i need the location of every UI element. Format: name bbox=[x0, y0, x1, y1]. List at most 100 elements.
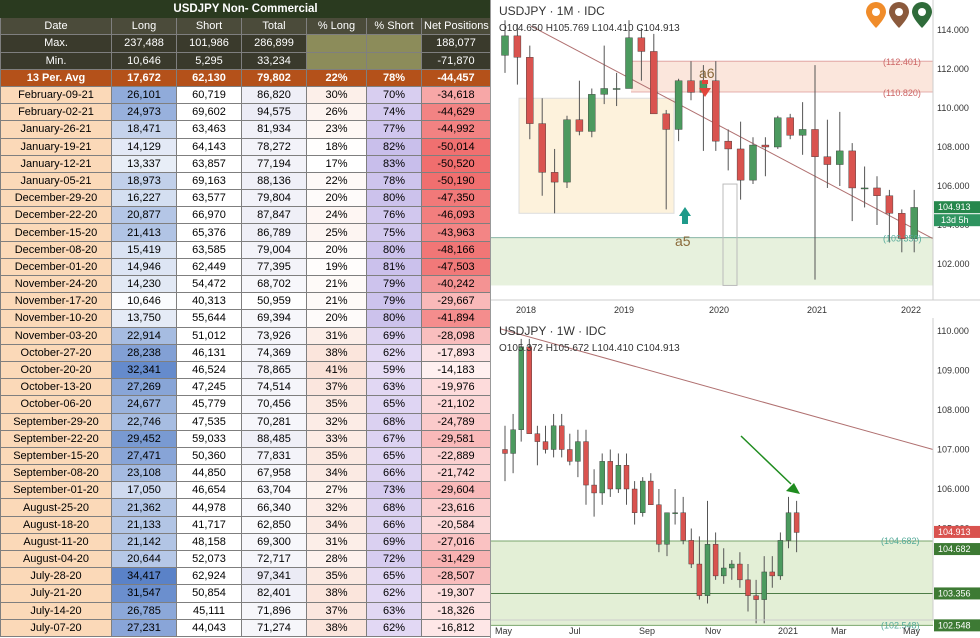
long-cell: 31,547 bbox=[111, 584, 177, 603]
candle-bearish bbox=[687, 80, 695, 93]
candle-bullish bbox=[510, 429, 516, 454]
level-label-104682: (104.682) bbox=[881, 536, 920, 546]
price-tick: 112.000 bbox=[937, 64, 969, 74]
pct-short-cell: 72% bbox=[366, 549, 422, 569]
short-cell: 44,043 bbox=[176, 618, 242, 637]
table-row: December-22-20 20,877 66,970 87,847 24% 76% -4… bbox=[0, 206, 492, 225]
candle-bearish bbox=[745, 579, 751, 596]
candle-bearish bbox=[793, 512, 800, 533]
date-cell: September-08-20 bbox=[0, 464, 112, 483]
pct-short-cell: 69% bbox=[366, 326, 422, 345]
table-row: January-05-21 18,973 69,163 88,136 22% 78% -50… bbox=[0, 171, 492, 191]
candle-bullish bbox=[550, 425, 557, 450]
candle-bullish bbox=[860, 187, 869, 190]
long-cell: 17,050 bbox=[111, 481, 177, 500]
total-cell: 78,865 bbox=[241, 360, 307, 380]
min-total: 33,234 bbox=[241, 51, 307, 70]
net-cell: -18,326 bbox=[420, 601, 492, 620]
short-cell: 50,360 bbox=[176, 446, 242, 466]
date-cell: July-28-20 bbox=[0, 567, 112, 586]
header-pct-short: % Short bbox=[366, 17, 422, 36]
long-cell: 22,914 bbox=[111, 326, 177, 345]
table-row: July-07-20 27,231 44,043 71,274 38% 62% -16,81… bbox=[0, 618, 492, 637]
min-short: 5,295 bbox=[176, 51, 242, 70]
pct-short-cell: 66% bbox=[366, 515, 422, 534]
total-cell: 69,394 bbox=[241, 309, 307, 328]
date-cell: February-02-21 bbox=[0, 103, 112, 122]
pct-long-cell: 31% bbox=[306, 326, 367, 345]
label-a5: a5 bbox=[675, 233, 691, 249]
short-cell: 46,131 bbox=[176, 343, 242, 362]
pct-short-cell: 78% bbox=[366, 171, 422, 191]
table-row: November-10-20 13,750 55,644 69,394 20% 80% -4… bbox=[0, 309, 492, 328]
pins-toolbar bbox=[856, 2, 932, 30]
date-cell: February-09-21 bbox=[0, 85, 112, 105]
candle-bearish bbox=[823, 156, 832, 165]
candle-bullish bbox=[798, 129, 807, 136]
pct-long-cell: 32% bbox=[306, 412, 367, 431]
total-cell: 67,958 bbox=[241, 464, 307, 483]
long-cell: 27,471 bbox=[111, 446, 177, 466]
total-cell: 72,717 bbox=[241, 549, 307, 569]
long-cell: 16,227 bbox=[111, 189, 177, 208]
pct-short-cell: 69% bbox=[366, 532, 422, 552]
table-row: September-01-20 17,050 46,654 63,704 27% 73% -… bbox=[0, 481, 492, 500]
support-zone-weekly bbox=[491, 541, 933, 626]
short-cell: 41,717 bbox=[176, 515, 242, 534]
candle-bearish bbox=[623, 465, 630, 490]
time-tick-w: May bbox=[903, 626, 921, 636]
pct-short-cell: 79% bbox=[366, 292, 422, 311]
pct-long-cell: 38% bbox=[306, 618, 367, 637]
time-tick: 2019 bbox=[614, 305, 634, 315]
pct-short-cell: 65% bbox=[366, 395, 422, 414]
pct-long-cell: 20% bbox=[306, 189, 367, 208]
pct-short-cell: 62% bbox=[366, 343, 422, 362]
candle-bullish bbox=[674, 80, 683, 130]
avg-short: 62,130 bbox=[176, 68, 242, 87]
short-cell: 60,719 bbox=[176, 85, 242, 105]
candle-bearish bbox=[542, 441, 549, 450]
long-cell: 18,471 bbox=[111, 120, 177, 139]
short-cell: 66,970 bbox=[176, 206, 242, 225]
long-cell: 13,750 bbox=[111, 309, 177, 328]
location-pin-icon-orange[interactable] bbox=[866, 2, 886, 28]
candle-bullish bbox=[600, 88, 608, 95]
candle-bearish bbox=[696, 563, 703, 596]
candle-bearish bbox=[583, 441, 589, 486]
total-cell: 79,804 bbox=[241, 189, 307, 208]
total-cell: 81,934 bbox=[241, 120, 307, 139]
net-cell: -28,098 bbox=[420, 326, 492, 345]
net-cell: -17,893 bbox=[420, 343, 492, 362]
price-tick-w: 107.000 bbox=[937, 445, 970, 455]
date-cell: October-13-20 bbox=[0, 378, 112, 397]
short-cell: 46,524 bbox=[176, 360, 242, 380]
date-cell: September-22-20 bbox=[0, 429, 112, 448]
monthly-chart[interactable]: a6 a5 (112.401) (110.820) (103.350) 114.000 11… bbox=[491, 0, 980, 318]
candle-bullish bbox=[599, 461, 605, 494]
candle-bearish bbox=[534, 433, 541, 442]
net-cell: -50,190 bbox=[420, 171, 492, 191]
long-cell: 21,362 bbox=[111, 498, 177, 517]
short-cell: 63,463 bbox=[176, 120, 242, 139]
candle-bearish bbox=[650, 51, 658, 115]
net-cell: -16,812 bbox=[420, 618, 492, 637]
table-row: December-08-20 15,419 63,585 79,004 20% 80% -4… bbox=[0, 240, 492, 259]
pct-short-cell: 80% bbox=[366, 309, 422, 328]
table-row: November-03-20 22,914 51,012 73,926 31% 69% -2… bbox=[0, 326, 492, 345]
pct-short-cell: 73% bbox=[366, 481, 422, 500]
net-cell: -29,667 bbox=[420, 292, 492, 311]
level-tag bbox=[934, 587, 980, 600]
pct-long-cell: 35% bbox=[306, 567, 367, 586]
date-cell: August-18-20 bbox=[0, 515, 112, 534]
short-cell: 63,585 bbox=[176, 240, 242, 259]
total-cell: 63,704 bbox=[241, 481, 307, 500]
candle-bearish bbox=[648, 480, 654, 506]
location-pin-icon-brown[interactable] bbox=[889, 2, 909, 28]
pct-long-cell: 31% bbox=[306, 532, 367, 552]
total-cell: 68,702 bbox=[241, 274, 307, 294]
location-pin-icon-green[interactable] bbox=[912, 2, 932, 28]
weekly-chart[interactable]: (104.682) (102.548) 110.000 109.000 108.000 1… bbox=[491, 318, 980, 638]
price-tick-w: 110.000 bbox=[937, 326, 969, 336]
long-cell: 27,269 bbox=[111, 378, 177, 397]
table-row: August-18-20 21,133 41,717 62,850 34% 66% -20,… bbox=[0, 515, 492, 534]
